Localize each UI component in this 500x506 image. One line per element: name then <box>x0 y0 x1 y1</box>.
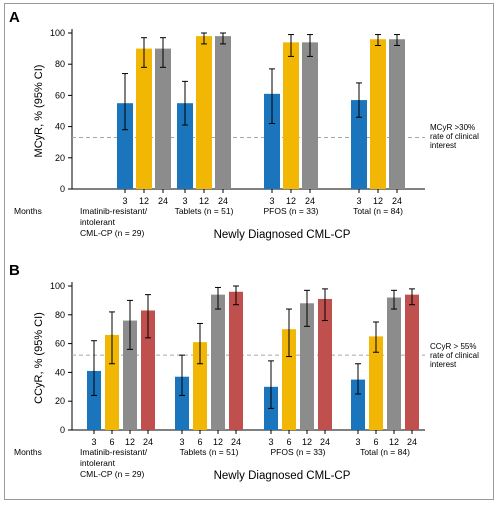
bar-b-g4-m24 <box>405 294 419 430</box>
y-tick-label: 40 <box>55 367 65 377</box>
y-tick-label: 20 <box>55 396 65 406</box>
bar-b-g2-m12 <box>211 294 225 430</box>
month-tick-label: 12 <box>389 437 399 447</box>
month-tick-label: 3 <box>269 196 274 206</box>
reference-annotation: rate of clinical <box>430 351 479 360</box>
months-row-label: Months <box>14 447 42 457</box>
bar-b-g4-m3 <box>351 379 365 430</box>
month-tick-label: 6 <box>373 437 378 447</box>
month-tick-label: 3 <box>355 437 360 447</box>
bar-b-g1-m3 <box>87 370 101 430</box>
month-tick-label: 24 <box>407 437 417 447</box>
group-label: Total (n = 84) <box>353 206 403 216</box>
bar-a-g2-m3 <box>177 103 193 189</box>
month-tick-label: 24 <box>320 437 330 447</box>
month-tick-label: 3 <box>179 437 184 447</box>
month-tick-label: 12 <box>199 196 209 206</box>
month-tick-label: 24 <box>158 196 168 206</box>
group-label: intolerant <box>80 458 116 468</box>
bar-a-g1-m12 <box>136 48 152 189</box>
group-label: Tablets (n = 51) <box>175 206 234 216</box>
y-tick-label: 100 <box>50 281 65 291</box>
month-tick-label: 6 <box>197 437 202 447</box>
bar-a-g1-m24 <box>155 48 171 189</box>
month-tick-label: 3 <box>182 196 187 206</box>
y-tick-label: 60 <box>55 339 65 349</box>
bar-a-g4-m3 <box>351 100 367 189</box>
chart-panel-b: B CCyR, % (95% CI) 0 20 40 60 80 100 CCyR > 55%r… <box>9 262 479 482</box>
month-tick-label: 24 <box>218 196 228 206</box>
bar-a-g2-m24 <box>215 36 231 190</box>
group-caption: Newly Diagnosed CML-CP <box>214 470 351 482</box>
group-label: intolerant <box>80 217 116 227</box>
month-tick-label: 12 <box>213 437 223 447</box>
month-tick-label: 12 <box>125 437 135 447</box>
month-tick-label: 6 <box>286 437 291 447</box>
panel-letter: B <box>9 262 20 279</box>
month-tick-label: 3 <box>91 437 96 447</box>
bar-a-g3-m12 <box>283 42 299 189</box>
group-label: PFOS (n = 33) <box>263 206 318 216</box>
y-tick-label: 40 <box>55 122 65 132</box>
group-label: Imatinib-resistant/ <box>80 447 148 457</box>
group-label: Imatinib-resistant/ <box>80 206 148 216</box>
bar-b-g2-m24 <box>229 291 243 430</box>
month-tick-label: 24 <box>392 196 402 206</box>
month-tick-label: 6 <box>109 437 114 447</box>
bar-b-g2-m3 <box>175 376 189 430</box>
bar-a-g4-m24 <box>389 39 405 189</box>
reference-annotation: CCyR > 55% <box>430 342 476 351</box>
month-tick-label: 12 <box>302 437 312 447</box>
month-tick-label: 12 <box>373 196 383 206</box>
y-tick-label: 80 <box>55 59 65 69</box>
month-tick-label: 24 <box>231 437 241 447</box>
bar-b-g1-m12 <box>123 320 137 430</box>
reference-annotation: interest <box>430 141 457 150</box>
month-tick-label: 3 <box>122 196 127 206</box>
bar-b-g2-m6 <box>193 342 207 430</box>
y-tick-label: 20 <box>55 153 65 163</box>
month-tick-label: 3 <box>356 196 361 206</box>
y-tick-label: 0 <box>60 184 65 194</box>
y-tick-label: 80 <box>55 310 65 320</box>
bar-a-g2-m12 <box>196 36 212 190</box>
y-axis-label: CCyR, % (95% CI) <box>33 312 45 404</box>
month-tick-label: 24 <box>143 437 153 447</box>
group-label: CML-CP (n = 29) <box>80 228 144 238</box>
group-label: Tablets (n = 51) <box>180 447 239 457</box>
chart-panel-a: A MCyR, % (95% CI) 0 20 40 60 80 100 MCyR >30%ra… <box>9 9 479 241</box>
panel-letter: A <box>9 9 20 26</box>
month-tick-label: 12 <box>286 196 296 206</box>
bar-b-g3-m12 <box>300 303 314 430</box>
group-label: Total (n = 84) <box>360 447 410 457</box>
month-tick-label: 12 <box>139 196 149 206</box>
bar-b-g4-m12 <box>387 297 401 430</box>
bar-b-g3-m24 <box>318 298 332 430</box>
months-row-label: Months <box>14 206 42 216</box>
group-label: PFOS (n = 33) <box>270 447 325 457</box>
y-tick-label: 60 <box>55 90 65 100</box>
bar-b-g3-m6 <box>282 329 296 430</box>
bar-b-g1-m6 <box>105 334 119 430</box>
bar-a-g4-m12 <box>370 39 386 189</box>
bar-a-g3-m24 <box>302 42 318 189</box>
bar-a-g1-m3 <box>117 103 133 189</box>
group-label: CML-CP (n = 29) <box>80 469 144 479</box>
bar-b-g1-m24 <box>141 310 155 430</box>
reference-annotation: MCyR >30% <box>430 123 475 132</box>
y-tick-label: 100 <box>50 28 65 38</box>
reference-annotation: rate of clinical <box>430 132 479 141</box>
bar-b-g4-m6 <box>369 336 383 430</box>
bar-a-g3-m3 <box>264 93 280 189</box>
reference-annotation: interest <box>430 360 457 369</box>
y-axis-label: MCyR, % (95% CI) <box>33 65 45 158</box>
month-tick-label: 24 <box>305 196 315 206</box>
y-tick-label: 0 <box>60 425 65 435</box>
group-caption: Newly Diagnosed CML-CP <box>214 229 351 241</box>
month-tick-label: 3 <box>268 437 273 447</box>
